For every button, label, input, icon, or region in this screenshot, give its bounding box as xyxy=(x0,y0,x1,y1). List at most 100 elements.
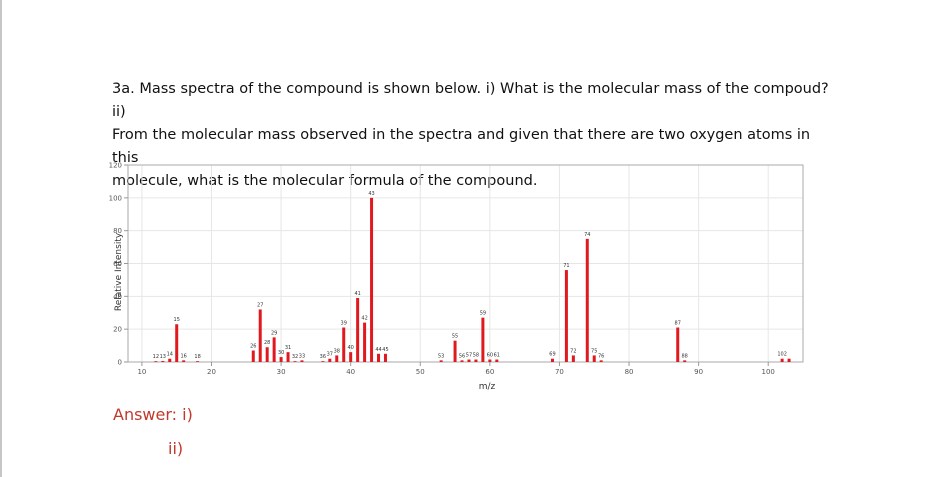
x-tick-label: 10 xyxy=(137,368,146,376)
peak-label-39: 39 xyxy=(341,321,347,327)
peak-bar-42 xyxy=(363,322,367,362)
peak-bar-33 xyxy=(300,360,304,362)
peak-label-28: 28 xyxy=(264,340,270,346)
peak-bar-30 xyxy=(279,357,283,362)
peak-bar-32 xyxy=(293,361,297,362)
peak-label-18: 18 xyxy=(194,354,200,360)
peak-bar-39 xyxy=(342,327,346,362)
y-tick-label: 20 xyxy=(113,326,122,334)
peak-bar-43 xyxy=(370,197,374,362)
peak-label-16: 16 xyxy=(180,353,186,359)
peak-label-74: 74 xyxy=(584,232,590,238)
peak-bar-71 xyxy=(564,270,568,362)
peak-bar-29 xyxy=(272,337,276,362)
peak-bar-14 xyxy=(168,358,172,362)
peak-label-14: 14 xyxy=(167,352,173,358)
peak-bar-45 xyxy=(383,353,387,362)
peak-bar-44 xyxy=(377,353,381,362)
peak-label-44: 44 xyxy=(375,347,381,353)
peak-label-76: 76 xyxy=(598,353,604,359)
peak-bar-26 xyxy=(251,350,255,362)
y-axis-ticks: 0 20 40 60 80 100 120 xyxy=(109,162,128,367)
x-axis-ticks: 10 20 30 40 50 60 70 80 90 100 xyxy=(137,362,775,376)
y-tick-label: 120 xyxy=(109,162,122,170)
chart-grid xyxy=(128,164,803,363)
peak-bar-76 xyxy=(599,360,603,362)
x-tick-label: 90 xyxy=(694,368,703,376)
peak-bar-56 xyxy=(460,360,464,362)
peak-bar-18 xyxy=(196,361,200,362)
answer-part-1: Answer: i) xyxy=(113,405,193,424)
peak-bar-28 xyxy=(265,347,269,362)
peak-label-32: 32 xyxy=(292,354,298,360)
x-tick-label: 20 xyxy=(207,368,216,376)
peak-bar-103 xyxy=(787,358,791,362)
peak-label-13: 13 xyxy=(160,354,166,360)
peak-label-69: 69 xyxy=(549,352,555,358)
peak-bar-41 xyxy=(356,297,360,362)
peak-bar-74 xyxy=(585,238,589,362)
peak-label-61: 61 xyxy=(494,353,500,359)
peak-label-57: 57 xyxy=(466,353,472,359)
peak-label-55: 55 xyxy=(452,334,458,340)
x-tick-label: 80 xyxy=(625,368,634,376)
question-line-1: 3a. Mass spectra of the compound is show… xyxy=(112,81,829,120)
peak-bar-59 xyxy=(481,317,485,362)
y-tick-label: 0 xyxy=(118,359,122,367)
peak-label-102: 102 xyxy=(777,352,787,358)
peak-label-45: 45 xyxy=(382,347,388,353)
peak-label-60: 60 xyxy=(487,353,493,359)
x-tick-label: 100 xyxy=(762,368,775,376)
peak-bar-53 xyxy=(439,360,443,362)
x-tick-label: 50 xyxy=(416,368,425,376)
y-tick-label: 80 xyxy=(113,227,122,235)
peak-bar-36 xyxy=(321,361,325,362)
x-axis-title: m/z xyxy=(479,382,496,392)
peak-label-43: 43 xyxy=(368,191,374,197)
peak-label-29: 29 xyxy=(271,330,277,336)
question-text: 3a. Mass spectra of the compound is show… xyxy=(112,78,832,193)
peak-bar-55 xyxy=(453,340,457,362)
peak-bar-87 xyxy=(676,327,680,362)
peak-label-87: 87 xyxy=(675,321,681,327)
peak-label-42: 42 xyxy=(361,316,367,322)
x-tick-label: 60 xyxy=(485,368,494,376)
peak-label-41: 41 xyxy=(354,291,360,297)
peak-label-15: 15 xyxy=(174,317,180,323)
question-line-2: From the molecular mass observed in the … xyxy=(112,127,811,166)
peak-bar-102 xyxy=(780,358,784,362)
peak-label-53: 53 xyxy=(438,353,444,359)
peak-label-38: 38 xyxy=(334,348,340,354)
peak-label-36: 36 xyxy=(320,354,326,360)
peak-label-26: 26 xyxy=(250,344,256,350)
x-tick-label: 30 xyxy=(277,368,286,376)
peak-bar-13 xyxy=(161,361,165,362)
peak-label-37: 37 xyxy=(327,352,333,358)
y-tick-label: 60 xyxy=(113,260,122,268)
peak-bar-31 xyxy=(286,352,290,362)
peak-label-75: 75 xyxy=(591,348,597,354)
peak-bar-61 xyxy=(495,359,499,362)
peak-bar-75 xyxy=(592,355,596,362)
peak-bar-38 xyxy=(335,355,339,362)
peak-label-31: 31 xyxy=(285,345,291,351)
y-tick-label: 100 xyxy=(109,194,122,202)
peak-label-12: 12 xyxy=(153,354,159,360)
page-left-border xyxy=(0,0,2,477)
question-line-3: molecule, what is the molecular formula … xyxy=(112,173,538,189)
peak-label-33: 33 xyxy=(299,353,305,359)
peak-bar-69 xyxy=(550,358,554,362)
peak-bar-37 xyxy=(328,358,332,362)
peak-bar-57 xyxy=(467,359,471,362)
peak-bar-12 xyxy=(154,361,158,362)
peak-label-59: 59 xyxy=(480,311,486,317)
peak-label-72: 72 xyxy=(570,348,576,354)
x-tick-label: 40 xyxy=(346,368,355,376)
peak-bar-15 xyxy=(175,324,179,362)
peak-label-71: 71 xyxy=(563,263,569,269)
answer-part-2: ii) xyxy=(168,439,184,458)
spectrum-peaks xyxy=(154,197,791,362)
y-tick-label: 40 xyxy=(113,293,122,301)
